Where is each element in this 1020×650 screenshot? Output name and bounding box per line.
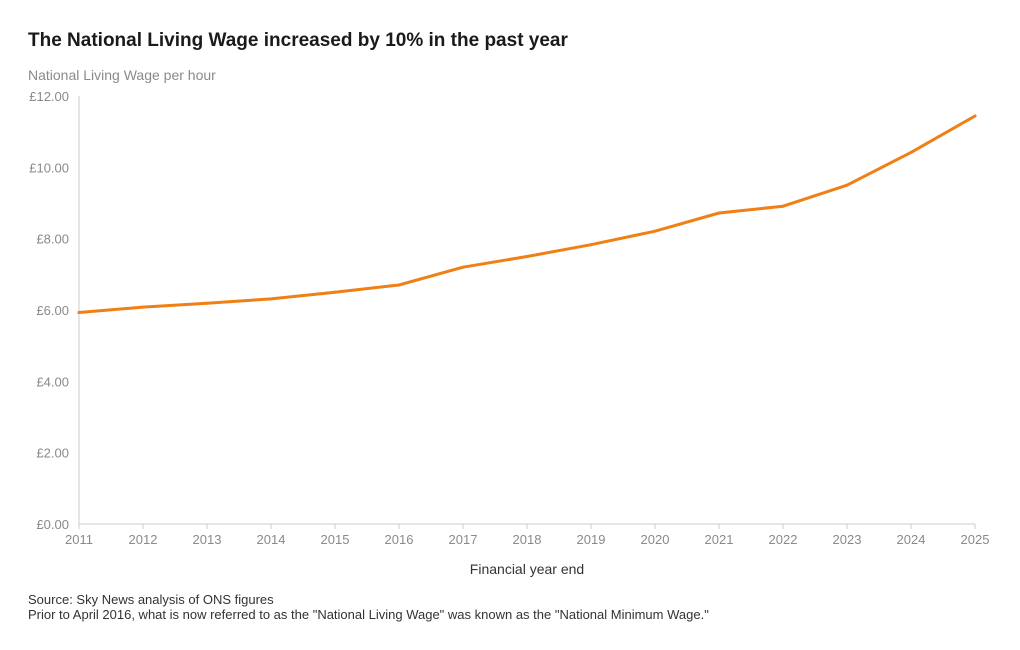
data-point — [525, 255, 529, 258]
data-point — [909, 150, 913, 154]
data-point — [141, 305, 145, 309]
footnote: Prior to April 2016, what is now referre… — [28, 607, 709, 622]
x-tick-label: 2011 — [65, 532, 93, 547]
x-tick-label: 2022 — [769, 532, 798, 547]
x-tick-label: 2023 — [833, 532, 862, 547]
y-tick-label: £4.00 — [36, 374, 69, 389]
series-group — [77, 114, 977, 314]
x-tick-label: 2020 — [641, 532, 670, 547]
chart-subtitle: National Living Wage per hour — [28, 67, 216, 83]
x-tick-label: 2018 — [513, 532, 542, 547]
x-axis-title: Financial year end — [470, 561, 584, 577]
x-axis-ticks: 2011 2012 2013 2014 2015 2016 2017 2018 2019 2020… — [65, 524, 989, 547]
data-point — [845, 183, 849, 187]
x-tick-label: 2024 — [897, 532, 926, 547]
footer: Source: Sky News analysis of ONS figures… — [28, 592, 709, 622]
data-point — [397, 283, 401, 287]
data-point — [333, 290, 337, 294]
x-tick-label: 2019 — [577, 532, 606, 547]
x-tick-label: 2021 — [705, 532, 734, 547]
y-tick-label: £0.00 — [36, 517, 69, 532]
x-tick-label: 2017 — [449, 532, 478, 547]
data-point — [589, 243, 593, 247]
y-tick-label: £6.00 — [36, 303, 69, 318]
x-tick-label: 2013 — [193, 532, 222, 547]
data-point — [717, 211, 721, 215]
line-chart: £0.00 £2.00 £4.00 £6.00 £8.00 £10.00 £12.00 20… — [29, 89, 989, 577]
data-point — [269, 297, 273, 301]
chart-title: The National Living Wage increased by 10… — [28, 30, 568, 51]
data-point — [461, 265, 465, 269]
x-tick-label: 2012 — [129, 532, 158, 547]
y-tick-label: £8.00 — [36, 232, 69, 247]
y-tick-label: £2.00 — [36, 446, 69, 461]
x-tick-label: 2015 — [321, 532, 350, 547]
x-tick-label: 2014 — [257, 532, 286, 547]
data-point — [781, 204, 785, 208]
y-axis-ticks: £0.00 £2.00 £4.00 £6.00 £8.00 £10.00 £12.00 — [29, 89, 69, 532]
data-point — [653, 229, 657, 233]
y-tick-label: £12.00 — [29, 89, 69, 104]
data-point — [205, 301, 209, 305]
data-point — [973, 114, 977, 118]
data-point — [77, 310, 81, 314]
y-tick-label: £10.00 — [29, 160, 69, 175]
x-tick-label: 2016 — [385, 532, 414, 547]
source-note: Source: Sky News analysis of ONS figures — [28, 592, 274, 607]
series-line — [77, 114, 977, 314]
x-tick-label: 2025 — [961, 532, 990, 547]
